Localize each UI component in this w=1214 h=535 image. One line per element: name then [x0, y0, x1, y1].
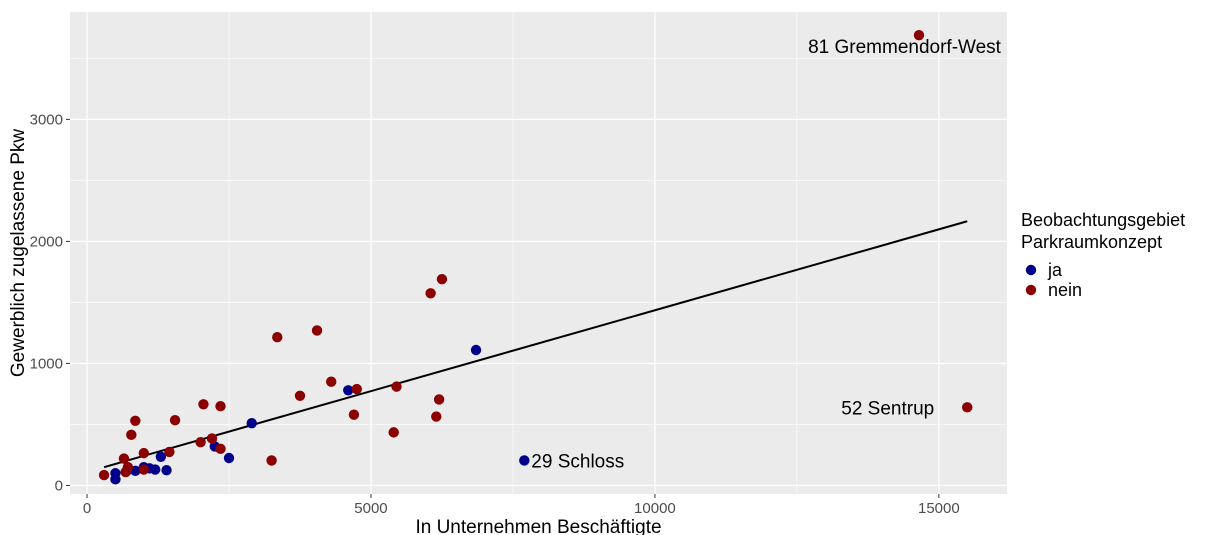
point-nein	[326, 376, 337, 387]
panel-background	[70, 12, 1007, 494]
legend-key-nein	[1025, 284, 1037, 296]
point-nein	[388, 427, 399, 438]
legend-key-ja	[1025, 264, 1037, 276]
x-axis-ticks: 0 5000 10000 15000	[83, 494, 960, 517]
point-nein	[431, 411, 442, 422]
point-nein	[348, 409, 360, 420]
point-nein	[206, 433, 218, 444]
x-tick-label: 5000	[354, 500, 387, 517]
point-ja	[223, 452, 235, 464]
point-nein	[294, 390, 306, 401]
point-nein	[198, 399, 209, 410]
legend-label: ja	[1047, 260, 1063, 280]
grid-lines	[70, 12, 1007, 494]
point-ja	[110, 468, 121, 479]
point-annotation: 81 Gremmendorf-West	[808, 37, 1002, 58]
point-nein	[126, 429, 137, 441]
y-tick-label: 1000	[30, 355, 63, 372]
point-nein	[425, 288, 436, 299]
point-nein	[266, 455, 277, 466]
y-tick-label: 0	[55, 477, 63, 494]
x-tick-label: 10000	[634, 500, 676, 517]
legend-label: nein	[1048, 280, 1082, 300]
point-nein	[122, 461, 134, 473]
point-nein	[391, 381, 402, 392]
point-ja	[519, 455, 530, 466]
point-ja	[343, 385, 354, 396]
data-points	[98, 29, 973, 485]
x-axis-title: In Unternehmen Beschäftigte	[415, 517, 661, 535]
point-nein	[215, 443, 226, 455]
y-tick-label: 2000	[30, 233, 63, 250]
point-nein	[436, 274, 448, 285]
point-nein	[164, 446, 175, 458]
y-tick-label: 3000	[30, 111, 63, 128]
x-tick-label: 0	[83, 500, 91, 517]
point-annotation: 52 Sentrup	[841, 398, 934, 419]
legend-title: Parkraumkonzept	[1021, 232, 1162, 252]
point-nein	[272, 331, 283, 343]
legend-title: Beobachtungsgebiet	[1021, 210, 1185, 230]
point-nein	[913, 29, 925, 41]
point-annotation: 29 Schloss	[531, 451, 624, 472]
y-axis-title: Gewerblich zugelassene Pkw	[8, 129, 29, 377]
point-nein	[98, 469, 110, 481]
point-nein	[433, 394, 445, 405]
y-axis-ticks: 0 1000 2000 3000	[30, 111, 70, 494]
point-nein	[130, 415, 141, 426]
point-ja	[149, 464, 161, 475]
point-nein	[215, 400, 226, 412]
point-ja	[470, 344, 482, 356]
point-nein	[138, 464, 150, 475]
point-nein	[311, 325, 323, 336]
point-nein	[195, 436, 206, 448]
x-tick-label: 15000	[918, 500, 960, 517]
point-nein	[118, 453, 130, 464]
point-ja	[161, 465, 172, 476]
point-nein	[169, 414, 181, 426]
point-nein	[138, 447, 150, 459]
annotations: 81 Gremmendorf-West 52 Sentrup 29 Schloss	[531, 37, 1001, 472]
point-ja	[155, 451, 167, 462]
point-nein	[351, 383, 362, 395]
point-ja	[246, 418, 257, 429]
point-nein	[962, 402, 973, 413]
